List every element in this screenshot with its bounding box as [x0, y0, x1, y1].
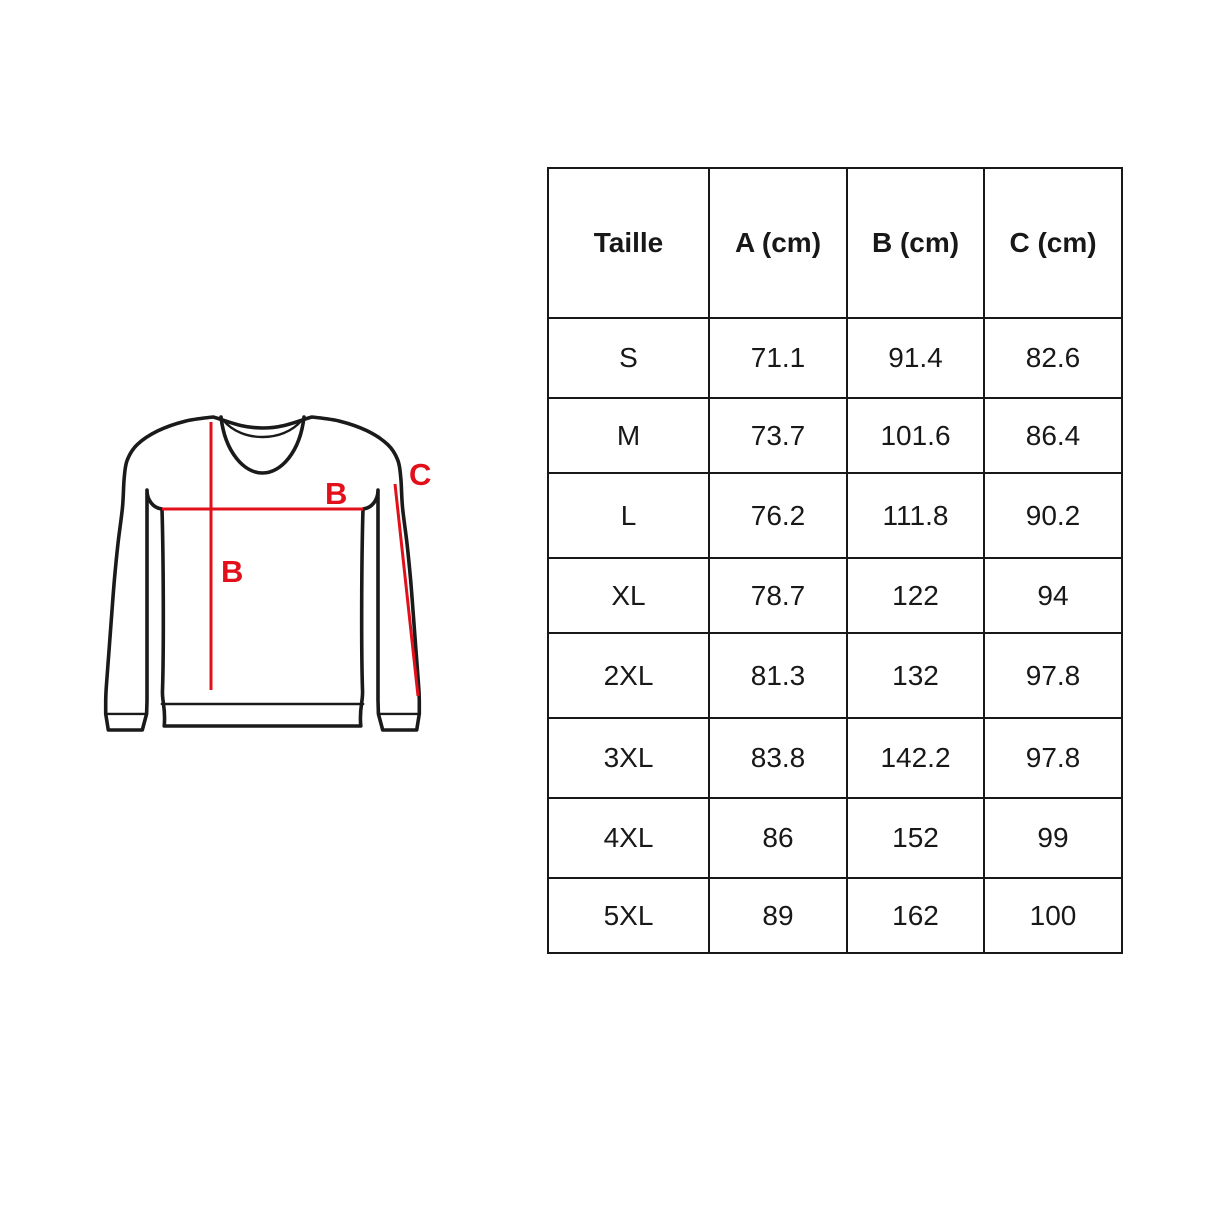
- svg-text:C: C: [409, 457, 431, 492]
- svg-text:B: B: [325, 476, 347, 511]
- svg-text:B: B: [221, 554, 243, 589]
